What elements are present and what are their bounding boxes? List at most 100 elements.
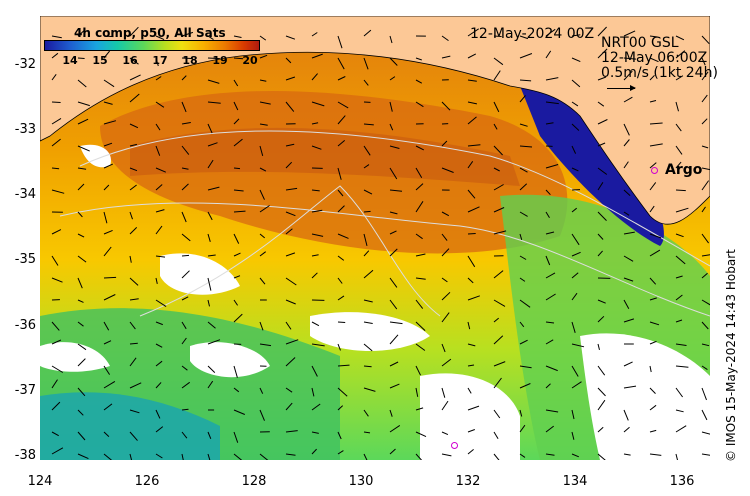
current-vector [623, 255, 634, 262]
current-vector [363, 409, 369, 417]
current-vector [415, 453, 423, 460]
current-vector [51, 189, 65, 194]
current-vector [675, 101, 679, 112]
current-vector [363, 299, 373, 303]
current-vector [545, 339, 554, 345]
current-vector [623, 211, 630, 216]
current-vector [415, 407, 424, 411]
current-vector [129, 123, 139, 129]
argo-label: Argo [665, 162, 703, 178]
current-vector [155, 167, 166, 173]
current-vector [519, 299, 531, 308]
current-vector [207, 211, 213, 221]
current-vector [77, 233, 85, 238]
current-vector [207, 79, 220, 84]
current-vector [103, 276, 117, 279]
current-vector [103, 321, 110, 331]
current-vector [155, 35, 165, 41]
x-tick-label: 134 [562, 474, 588, 489]
current-vector [649, 143, 663, 147]
current-vector [649, 297, 657, 301]
current-vector [207, 254, 216, 257]
current-vector [285, 357, 296, 367]
current-vector [363, 189, 373, 195]
current-vector [519, 145, 533, 148]
current-vector [77, 255, 87, 263]
current-vector [519, 123, 528, 127]
current-vector [389, 101, 393, 112]
current-vector [571, 233, 580, 246]
current-vector [701, 94, 708, 103]
current-vector [519, 321, 525, 328]
current-vector [415, 183, 424, 191]
current-vector [389, 76, 396, 81]
current-vector [363, 387, 376, 392]
current-vector [571, 431, 575, 440]
current-vector [285, 387, 293, 393]
current-vector [207, 159, 214, 169]
current-vector [571, 57, 581, 63]
current-vector [285, 277, 297, 286]
current-vector [103, 403, 113, 411]
current-vector [701, 299, 710, 306]
current-vector [545, 365, 558, 372]
colorbar [44, 40, 260, 51]
current-vector [181, 453, 184, 460]
current-vector [51, 277, 63, 283]
current-vector [493, 184, 504, 191]
current-vector [519, 255, 527, 260]
current-vector [259, 79, 267, 82]
current-vector [597, 365, 606, 376]
current-vector [441, 358, 452, 367]
current-vector [597, 343, 600, 351]
current-vector [77, 321, 84, 327]
current-vector [675, 343, 687, 346]
cloud-patch-5 [40, 342, 110, 372]
current-vector [181, 270, 190, 279]
current-vector [467, 101, 478, 105]
current-vector [285, 35, 296, 40]
current-vector [337, 101, 349, 109]
current-vector [155, 299, 167, 308]
current-vector [701, 35, 710, 45]
current-vector [623, 426, 630, 433]
current-vector [597, 142, 606, 147]
current-vector [623, 231, 635, 235]
current-vector [285, 321, 292, 330]
current-vector [233, 210, 246, 213]
current-vector [623, 189, 631, 196]
current-vector [493, 361, 506, 367]
current-vector [181, 365, 188, 371]
current-vector [103, 101, 113, 105]
current-vector [467, 79, 477, 82]
current-vector [363, 269, 374, 279]
current-vector [623, 70, 633, 81]
current-vector [181, 57, 192, 59]
current-vector [441, 233, 448, 241]
current-vector [597, 250, 603, 257]
current-vector [363, 431, 371, 434]
current-vector [259, 321, 264, 331]
current-vector [545, 101, 559, 105]
current-vector [519, 183, 528, 191]
current-vector [597, 182, 604, 191]
current-vector [129, 143, 138, 147]
current-vector [207, 339, 221, 345]
current-vector [415, 201, 424, 213]
current-vector [51, 35, 62, 39]
current-vector [181, 254, 190, 257]
current-vector [337, 233, 349, 239]
colorbar-tick: 16 [122, 54, 138, 67]
product-line: 12-May 06:00Z [601, 50, 708, 66]
current-vector [77, 299, 84, 303]
current-vector [311, 403, 321, 411]
current-vector [493, 317, 500, 323]
current-vector [415, 431, 427, 438]
current-vector [207, 321, 216, 329]
current-vector [337, 57, 345, 70]
current-vector [441, 248, 450, 257]
current-vector [415, 253, 426, 257]
current-vector [233, 35, 242, 38]
current-vector [207, 299, 210, 307]
y-tick-label: -36 [14, 318, 36, 333]
